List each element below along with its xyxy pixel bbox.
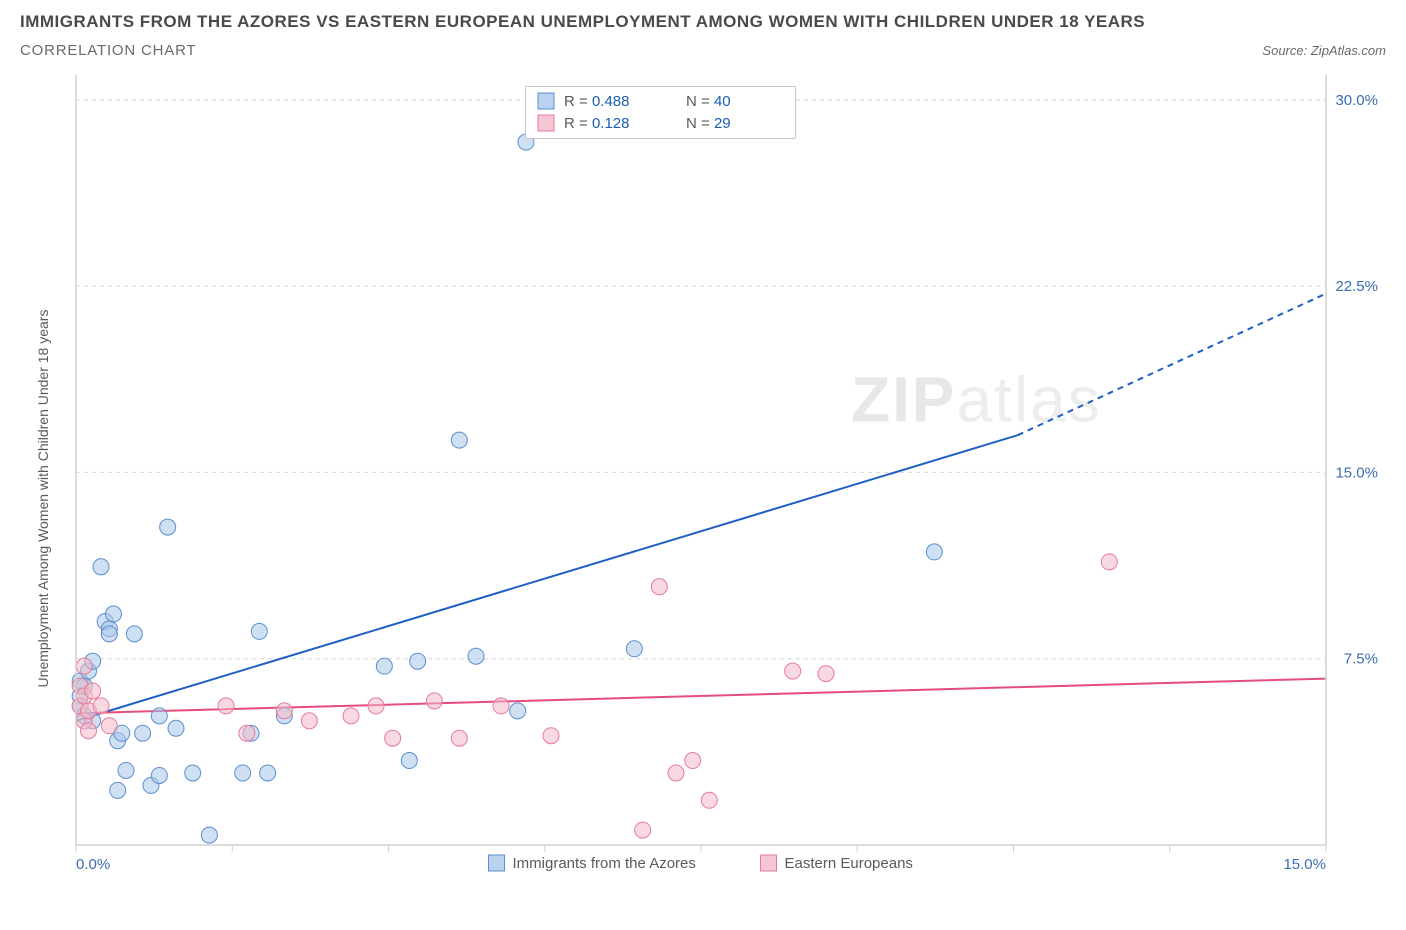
svg-text:30.0%: 30.0%	[1335, 92, 1378, 109]
svg-text:N = 29: N = 29	[686, 115, 731, 132]
svg-text:Eastern Europeans: Eastern Europeans	[785, 855, 913, 872]
svg-text:R = 0.128: R = 0.128	[564, 115, 629, 132]
svg-text:15.0%: 15.0%	[1335, 464, 1378, 481]
svg-text:22.5%: 22.5%	[1335, 278, 1378, 295]
svg-text:Unemployment Among Women with: Unemployment Among Women with Children U…	[35, 310, 51, 688]
svg-text:Immigrants from the Azores: Immigrants from the Azores	[513, 855, 696, 872]
svg-text:ZIPatlas: ZIPatlas	[851, 364, 1102, 436]
svg-text:15.0%: 15.0%	[1283, 856, 1326, 873]
svg-text:7.5%: 7.5%	[1344, 651, 1378, 668]
svg-text:R = 0.488: R = 0.488	[564, 93, 629, 110]
svg-text:N = 40: N = 40	[686, 93, 731, 110]
chart-svg: ZIPatlas 0.0% 15.0% 7.5% 15.0% 22.5% 30.0% Unem…	[20, 65, 1386, 895]
svg-text:0.0%: 0.0%	[76, 856, 110, 873]
source-value: ZipAtlas.com	[1311, 43, 1386, 58]
source-label: Source:	[1262, 43, 1307, 58]
chart-subtitle: CORRELATION CHART	[20, 42, 196, 59]
chart-title: IMMIGRANTS FROM THE AZORES VS EASTERN EU…	[20, 12, 1386, 32]
source-attribution: Source: ZipAtlas.com	[1262, 43, 1386, 58]
correlation-chart: ZIPatlas 0.0% 15.0% 7.5% 15.0% 22.5% 30.0% Unem…	[20, 65, 1386, 895]
subtitle-row: CORRELATION CHART Source: ZipAtlas.com	[20, 42, 1386, 59]
